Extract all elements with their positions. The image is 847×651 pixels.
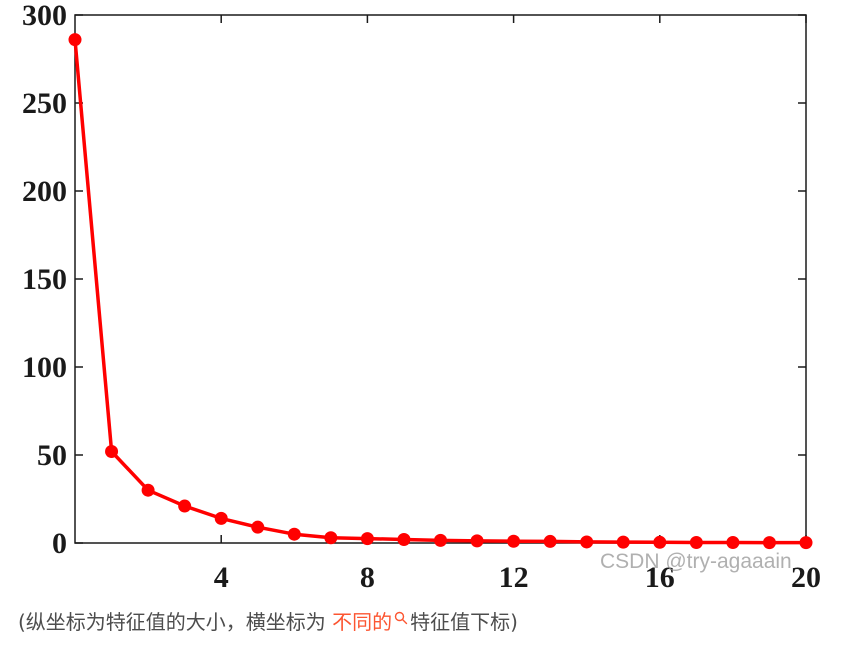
x-tick-label: 4 — [214, 561, 229, 594]
x-tick-label: 12 — [499, 561, 529, 594]
caption-prefix: (纵坐标为特征值的大小，横坐标为 — [18, 610, 333, 634]
y-axis-ticks: 0 50 100 150 200 250 300 — [22, 0, 806, 560]
data-point — [251, 520, 265, 534]
plot-area — [74, 14, 807, 544]
y-tick-label: 0 — [52, 527, 67, 560]
data-point — [287, 527, 301, 541]
data-point — [689, 535, 703, 549]
data-point — [68, 33, 82, 47]
y-tick-label: 100 — [22, 351, 67, 384]
data-point — [507, 534, 521, 548]
y-tick-label: 300 — [22, 0, 67, 32]
x-tick-label: 20 — [791, 561, 821, 594]
data-point — [726, 535, 740, 549]
data-point — [324, 531, 338, 545]
data-point — [360, 532, 374, 546]
x-axis-ticks: 4 8 12 16 20 — [214, 15, 821, 594]
y-tick-label: 200 — [22, 175, 67, 208]
data-point — [543, 534, 557, 548]
y-tick-label: 250 — [22, 87, 67, 120]
y-tick-label: 150 — [22, 263, 67, 296]
search-icon[interactable] — [394, 606, 408, 630]
data-point — [214, 511, 228, 525]
data-point — [470, 534, 484, 548]
data-point — [397, 532, 411, 546]
y-tick-label: 50 — [37, 439, 67, 472]
caption-suffix: 特征值下标) — [410, 610, 518, 634]
data-point — [653, 535, 667, 549]
caption: (纵坐标为特征值的大小，横坐标为 不同的 特征值下标) — [18, 606, 518, 635]
caption-link[interactable]: 不同的 — [332, 610, 393, 634]
x-tick-label: 16 — [645, 561, 675, 594]
data-point — [178, 499, 192, 513]
x-tick-label: 8 — [360, 561, 375, 594]
chart: 0 50 100 150 200 250 300 4 8 12 16 20 — [22, 0, 821, 594]
data-point — [580, 535, 594, 549]
data-point — [762, 536, 776, 550]
data-point — [799, 536, 813, 550]
data-point — [434, 533, 447, 547]
data-point — [616, 535, 630, 549]
data-point — [105, 444, 119, 458]
series-points — [68, 33, 813, 550]
watermark: CSDN @try-agaaain — [600, 550, 792, 573]
data-point — [141, 483, 155, 497]
